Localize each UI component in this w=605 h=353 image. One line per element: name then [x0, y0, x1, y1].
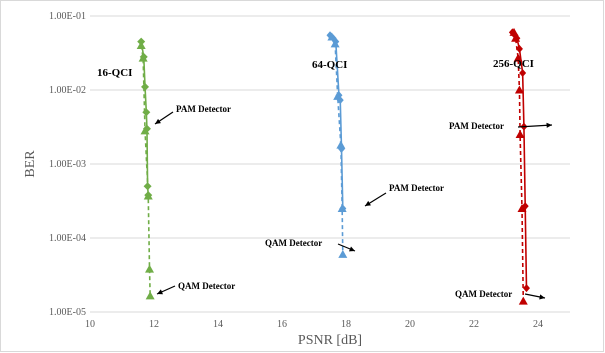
y-axis-title: BER [23, 150, 38, 178]
data-point-pam [522, 284, 530, 293]
x-tick-label: 24 [533, 319, 543, 330]
data-point-pam [141, 82, 150, 91]
x-tick-label: 14 [213, 319, 223, 330]
x-tick-label: 12 [149, 319, 159, 330]
data-point-qam [145, 291, 155, 300]
data-point-qam [327, 32, 337, 41]
detector-annotation: QAM Detector [178, 281, 235, 291]
data-point-qam [513, 53, 523, 62]
annotation-arrowhead [349, 246, 355, 252]
x-axis-title: PSNR [dB] [298, 333, 362, 348]
detector-annotation: PAM Detector [389, 183, 444, 193]
data-point-qam [515, 130, 525, 139]
data-point-qam [136, 40, 146, 49]
annotation-arrowhead [546, 122, 552, 128]
data-point-pam [143, 182, 152, 191]
data-point-pam [142, 108, 151, 117]
data-point-qam [514, 85, 524, 94]
detector-annotation: QAM Detector [455, 289, 512, 299]
data-point-qam [338, 249, 348, 258]
data-point-qam [509, 27, 519, 36]
detector-annotation: QAM Detector [265, 238, 322, 248]
series-0-qam-line [140, 45, 151, 296]
data-point-pam [515, 44, 523, 53]
x-tick-label: 22 [469, 319, 479, 330]
detector-annotation: PAM Detector [176, 104, 231, 114]
annotation-arrowhead [157, 289, 163, 295]
data-point-pam [519, 68, 527, 77]
x-tick-label: 20 [405, 319, 415, 330]
data-point-qam [337, 204, 347, 213]
annotation-arrow [517, 124, 553, 128]
y-tick-label: 1.00E-03 [49, 159, 86, 170]
series-label: 16-QCI [97, 67, 132, 79]
data-point-qam [518, 296, 528, 305]
data-point-qam [140, 126, 150, 135]
x-tick-label: 18 [341, 319, 351, 330]
data-point-qam [336, 140, 346, 149]
annotation-arrowhead [539, 294, 545, 300]
x-tick-label: 16 [277, 319, 287, 330]
data-point-qam [143, 191, 153, 200]
data-point-qam [517, 204, 527, 213]
y-tick-label: 1.00E-04 [49, 233, 86, 244]
y-tick-label: 1.00E-02 [49, 85, 86, 96]
data-point-qam [330, 39, 340, 48]
series-label: 64-QCI [312, 59, 347, 71]
y-tick-label: 1.00E-05 [49, 307, 86, 318]
annotation-arrowhead [155, 118, 161, 124]
annotation-arrowhead [365, 200, 371, 206]
data-point-qam [511, 33, 521, 42]
detector-annotation: PAM Detector [449, 121, 504, 131]
data-point-qam [333, 91, 343, 100]
series-label: 256-QCI [493, 58, 534, 70]
y-tick-label: 1.00E-01 [49, 11, 86, 22]
series-1-qam-line [331, 36, 344, 255]
data-point-qam [145, 264, 155, 273]
data-point-qam [138, 53, 148, 62]
x-tick-label: 10 [85, 319, 95, 330]
